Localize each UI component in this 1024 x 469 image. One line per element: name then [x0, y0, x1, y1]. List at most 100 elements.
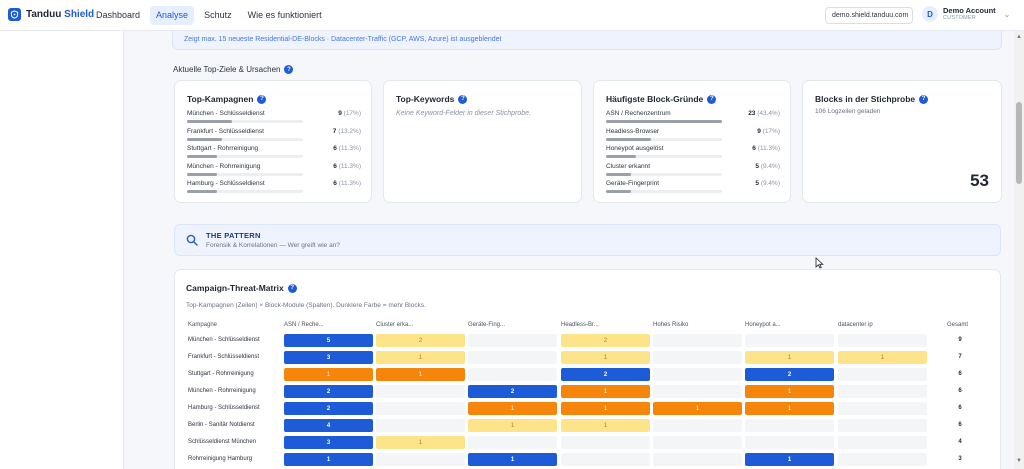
- chevron-down-icon: ⌄: [1003, 9, 1011, 19]
- matrix-cell[interactable]: 1: [376, 351, 465, 364]
- help-icon[interactable]: ?: [707, 94, 717, 104]
- help-icon[interactable]: ?: [919, 94, 929, 104]
- row-label: Frankfurt - Schlüsseldienst: [187, 127, 264, 135]
- card-top-campaigns: Top-Kampagnen? München - Schlüsseldienst…: [174, 80, 372, 203]
- help-icon[interactable]: ?: [284, 65, 294, 74]
- matrix-cell[interactable]: [653, 351, 742, 364]
- avatar: D: [922, 6, 938, 22]
- matrix-cell[interactable]: 1: [745, 351, 834, 364]
- matrix-cell[interactable]: [745, 334, 834, 347]
- section-title: Aktuelle Top-Ziele & Ursachen ?: [173, 65, 294, 74]
- matrix-row-label: Hamburg - Schlüsseldienst: [188, 405, 260, 411]
- matrix-cell[interactable]: [376, 385, 465, 398]
- card-title: Häufigste Block-Gründe: [606, 94, 704, 104]
- matrix-cell[interactable]: 3: [284, 351, 373, 364]
- matrix-column-header: ASN / Reche...: [284, 322, 324, 328]
- matrix-cell[interactable]: [468, 351, 557, 364]
- matrix-cell[interactable]: [838, 453, 927, 466]
- brand-logo[interactable]: Tanduu Shield: [8, 8, 94, 21]
- matrix-cell[interactable]: 3: [284, 436, 373, 449]
- matrix-cell[interactable]: 2: [745, 368, 834, 381]
- matrix-cell[interactable]: [745, 419, 834, 432]
- matrix-cell[interactable]: [838, 402, 927, 415]
- matrix-cell[interactable]: 1: [838, 351, 927, 364]
- matrix-cell[interactable]: [376, 453, 465, 466]
- matrix-cell[interactable]: 2: [284, 385, 373, 398]
- matrix-column-header: Hohes Risiko: [653, 322, 689, 328]
- scrollbar-thumb[interactable]: [1016, 102, 1022, 184]
- matrix-cell[interactable]: 1: [468, 402, 557, 415]
- share-bar-fill: [187, 137, 222, 141]
- block-reason-row: Geräte-Fingerprint 5 (9.4%): [606, 179, 780, 197]
- scroll-up-icon[interactable]: ▲: [1016, 34, 1022, 40]
- row-label: Geräte-Fingerprint: [606, 180, 660, 187]
- matrix-cell[interactable]: [653, 436, 742, 449]
- nav-how-it-works[interactable]: Wie es funktioniert: [247, 10, 322, 20]
- matrix-cell[interactable]: 4: [284, 419, 373, 432]
- matrix-cell[interactable]: [653, 368, 742, 381]
- matrix-cell[interactable]: 1: [561, 419, 650, 432]
- matrix-cell[interactable]: [561, 436, 650, 449]
- nav-dashboard[interactable]: Dashboard: [96, 10, 141, 20]
- matrix-cell[interactable]: 2: [561, 334, 650, 347]
- matrix-cell[interactable]: [838, 385, 927, 398]
- nav-schutz[interactable]: Schutz: [204, 10, 232, 20]
- blocks-count: 53: [970, 171, 989, 190]
- mouse-cursor-icon: [815, 257, 824, 269]
- matrix-cell[interactable]: [468, 334, 557, 347]
- domain-select[interactable]: demo.shield.tanduu.com: [825, 7, 913, 24]
- matrix-column-header: Honeypot a...: [745, 322, 781, 328]
- brand-name: Tanduu: [26, 9, 62, 20]
- matrix-cell[interactable]: 1: [745, 402, 834, 415]
- matrix-cell[interactable]: 5: [284, 334, 373, 347]
- scroll-down-icon[interactable]: ▼: [1016, 458, 1022, 464]
- matrix-cell[interactable]: 1: [561, 351, 650, 364]
- matrix-cell[interactable]: [376, 419, 465, 432]
- block-reason-row: Cluster erkannt 5 (9.4%): [606, 162, 780, 180]
- help-icon[interactable]: ?: [257, 94, 267, 104]
- matrix-cell[interactable]: [838, 436, 927, 449]
- matrix-cell[interactable]: 2: [376, 334, 465, 347]
- matrix-cell[interactable]: [468, 368, 557, 381]
- card-block-reasons: Häufigste Block-Gründe? ASN / Rechenzent…: [593, 80, 791, 203]
- matrix-cell[interactable]: [561, 453, 650, 466]
- matrix-cell[interactable]: [468, 436, 557, 449]
- matrix-row-label: Stuttgart - Rohrreinigung: [188, 371, 254, 377]
- matrix-cell[interactable]: 1: [468, 453, 557, 466]
- top-navbar: Tanduu Shield Dashboard Analyse Schutz W…: [0, 0, 1024, 31]
- matrix-cell[interactable]: [653, 419, 742, 432]
- matrix-cell[interactable]: 1: [468, 419, 557, 432]
- help-icon[interactable]: ?: [458, 94, 468, 104]
- matrix-cell[interactable]: 2: [284, 402, 373, 415]
- matrix-cell[interactable]: [653, 385, 742, 398]
- matrix-cell[interactable]: [838, 419, 927, 432]
- matrix-cell[interactable]: 2: [468, 385, 557, 398]
- card-title: Top-Keywords: [396, 94, 455, 104]
- row-value: 6 (11.3%): [333, 145, 361, 152]
- matrix-cell[interactable]: 1: [561, 385, 650, 398]
- matrix-cell[interactable]: 1: [745, 453, 834, 466]
- matrix-cell[interactable]: 1: [284, 453, 373, 466]
- matrix-cell[interactable]: 1: [561, 402, 650, 415]
- matrix-cell[interactable]: [653, 334, 742, 347]
- matrix-cell[interactable]: [838, 368, 927, 381]
- row-label: Cluster erkannt: [606, 162, 651, 170]
- pattern-section-header[interactable]: THE PATTERN Forensik & Korrelationen — W…: [174, 224, 1001, 256]
- matrix-cell[interactable]: [745, 436, 834, 449]
- matrix-cell[interactable]: 1: [653, 402, 742, 415]
- nav-analyse[interactable]: Analyse: [150, 6, 195, 25]
- matrix-cell[interactable]: 1: [745, 385, 834, 398]
- help-icon[interactable]: ?: [287, 283, 297, 293]
- matrix-cell[interactable]: 2: [561, 368, 650, 381]
- matrix-cell[interactable]: [838, 334, 927, 347]
- matrix-cell[interactable]: 1: [376, 436, 465, 449]
- matrix-cell[interactable]: 1: [284, 368, 373, 381]
- row-label: Honeypot ausgelöst: [606, 145, 664, 152]
- scrollbar[interactable]: [1014, 31, 1024, 469]
- matrix-cell[interactable]: 1: [376, 368, 465, 381]
- matrix-cell[interactable]: [376, 402, 465, 415]
- pattern-title: THE PATTERN: [206, 231, 261, 240]
- account-menu[interactable]: D Demo Account CUSTOMER ⌄: [922, 6, 1010, 22]
- row-value: 6 (11.3%): [752, 145, 780, 152]
- matrix-cell[interactable]: [653, 453, 742, 466]
